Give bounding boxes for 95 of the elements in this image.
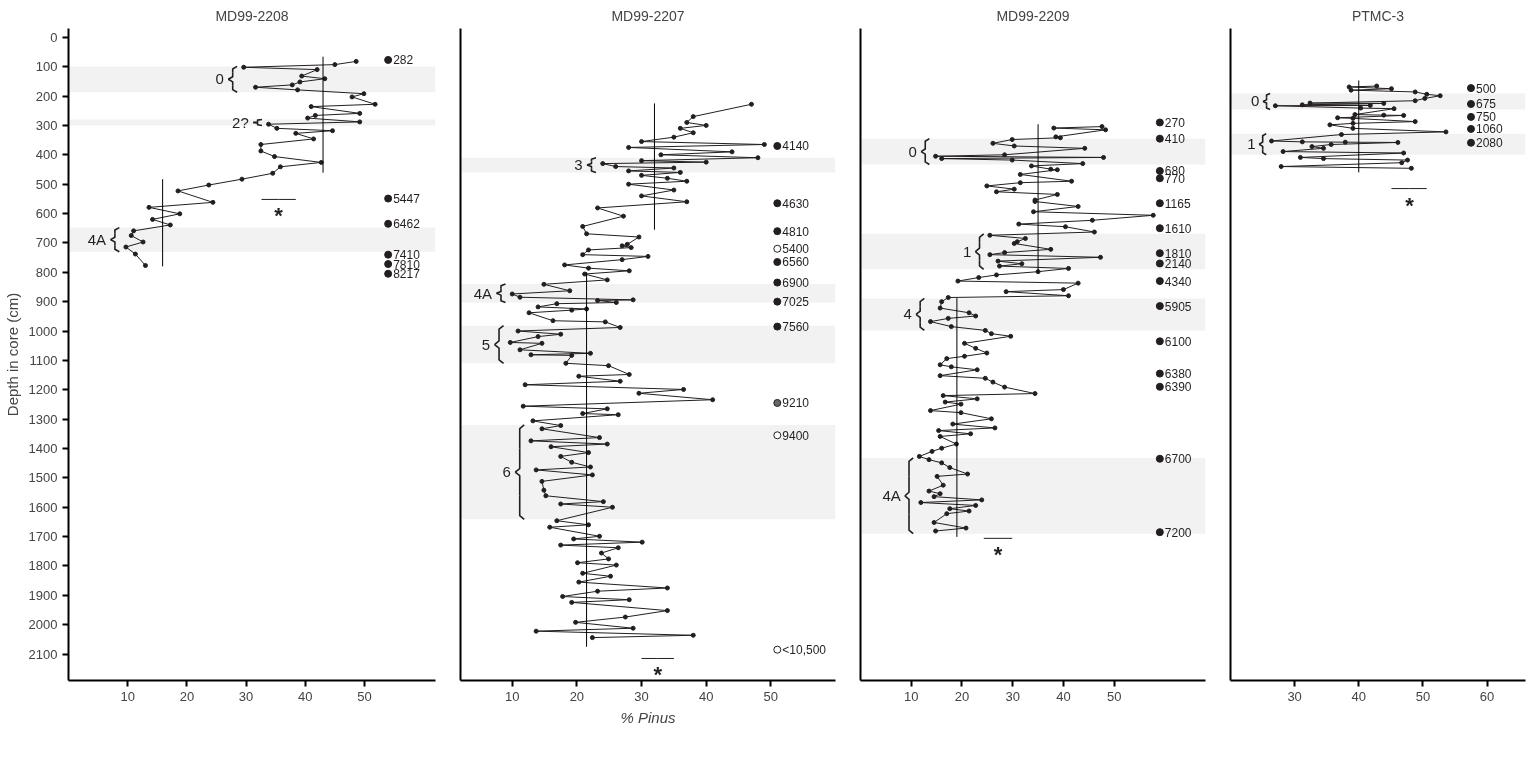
annotation: 6100	[1164, 334, 1192, 349]
y-tick-label: 1700	[28, 529, 58, 545]
x-axis-title: % Pinus	[620, 708, 677, 726]
band-label: 2?	[232, 113, 249, 131]
annotation: 9400	[782, 428, 810, 443]
x-tick-label: 30	[1005, 688, 1020, 704]
band-label: 3	[574, 156, 583, 174]
x-tick-label: 20	[179, 688, 195, 704]
band-label: 0	[908, 142, 917, 160]
x-tick-label: 30	[1287, 688, 1302, 704]
band-label: 1	[962, 242, 972, 260]
x-tick-label: 10	[504, 688, 520, 704]
y-tick-label: 1900	[28, 587, 58, 603]
annotation: <10,500	[782, 642, 827, 657]
annotation: 6380	[1164, 367, 1192, 382]
chart-title: PTMC-3	[1351, 7, 1405, 24]
annotation: 7200	[1164, 525, 1192, 540]
y-tick-label: 1800	[28, 558, 58, 574]
annotation: 1060	[1475, 122, 1504, 137]
y-tick-label: 1500	[28, 470, 58, 486]
band-label: 4A	[882, 487, 901, 505]
x-tick-label: 50	[1106, 688, 1122, 704]
data-label: *	[653, 662, 663, 688]
band-label: 6	[502, 463, 511, 481]
y-tick-label: 200	[35, 88, 58, 104]
annotation: 1165	[1164, 196, 1191, 211]
annotation: 5400	[782, 242, 810, 257]
y-tick-label: 300	[35, 117, 58, 133]
annotation: 270	[1164, 115, 1186, 130]
y-tick-label: 1400	[28, 440, 58, 456]
band-label: 0	[1251, 92, 1260, 110]
x-tick-label: 30	[238, 688, 254, 704]
chart-title: MD99-2208	[215, 7, 289, 24]
y-tick-label: 400	[35, 147, 58, 163]
annotation: 4340	[1164, 274, 1192, 289]
y-tick-label: 2000	[28, 617, 58, 633]
y-tick-label: 1200	[28, 382, 58, 398]
annotation: 6900	[782, 276, 810, 291]
x-tick-label: 50	[357, 688, 372, 704]
annotation: 750	[1475, 110, 1497, 125]
y-tick-label: 500	[35, 176, 58, 192]
annotation: 4630	[782, 196, 810, 211]
band-label: 5	[481, 335, 491, 353]
x-tick-label: 30	[634, 688, 649, 704]
y-tick-label: 2100	[28, 646, 58, 662]
chart-title: MD99-2209	[996, 7, 1070, 24]
annotation: 6560	[782, 255, 810, 270]
x-tick-label: 40	[698, 688, 714, 704]
x-tick-label: 40	[1351, 688, 1366, 704]
y-tick-label: 1100	[29, 352, 58, 368]
x-tick-label: 40	[1056, 688, 1071, 704]
y-tick-label: 700	[35, 235, 58, 251]
x-tick-label: 50	[763, 688, 779, 704]
annotation: 5905	[1164, 299, 1192, 314]
y-tick-label: 1300	[28, 411, 58, 427]
annotation: 675	[1475, 97, 1497, 112]
annotation: 6462	[393, 217, 421, 232]
y-tick-label: 900	[35, 294, 58, 310]
annotation: 7025	[782, 295, 810, 310]
y-tick-label: 1000	[28, 323, 58, 339]
band-label: 1	[1247, 135, 1256, 153]
y-tick-label: 1600	[28, 499, 58, 515]
annotation: 5447	[393, 192, 421, 207]
data-label: *	[1405, 192, 1415, 218]
band-label: 4	[903, 305, 912, 323]
annotation: 410	[1164, 132, 1186, 147]
x-tick-label: 10	[120, 688, 135, 704]
band-label: 4A	[87, 231, 107, 249]
x-tick-label: 40	[298, 688, 313, 704]
band-label: 0	[215, 70, 224, 88]
annotation: 2080	[1475, 136, 1504, 151]
annotation: 500	[1475, 81, 1497, 96]
y-tick-label: 800	[35, 264, 58, 280]
annotation: 6700	[1164, 452, 1192, 467]
annotation: 9210	[782, 396, 810, 411]
data-label: *	[274, 203, 284, 229]
annotation: 4810	[782, 224, 810, 239]
annotation: 1610	[1164, 221, 1192, 236]
annotation: 8217	[393, 267, 421, 282]
data-label: *	[993, 542, 1003, 568]
annotation: 6390	[1164, 380, 1192, 395]
x-tick-label: 20	[569, 688, 585, 704]
y-tick-label: 100	[35, 59, 58, 75]
x-tick-label: 20	[954, 688, 970, 704]
annotation: 4140	[782, 139, 810, 154]
annotation: 282	[393, 53, 414, 68]
x-tick-label: 50	[1415, 688, 1431, 704]
y-tick-label: 0	[50, 29, 58, 45]
x-tick-label: 60	[1479, 688, 1495, 704]
y-tick-label: 600	[35, 206, 58, 222]
x-tick-label: 10	[904, 688, 919, 704]
annotation: 7560	[782, 320, 810, 335]
y-axis-title: Depth in core (cm)	[3, 292, 21, 417]
chart-title: MD99-2207	[611, 7, 685, 24]
band-label: 4A	[473, 284, 492, 302]
